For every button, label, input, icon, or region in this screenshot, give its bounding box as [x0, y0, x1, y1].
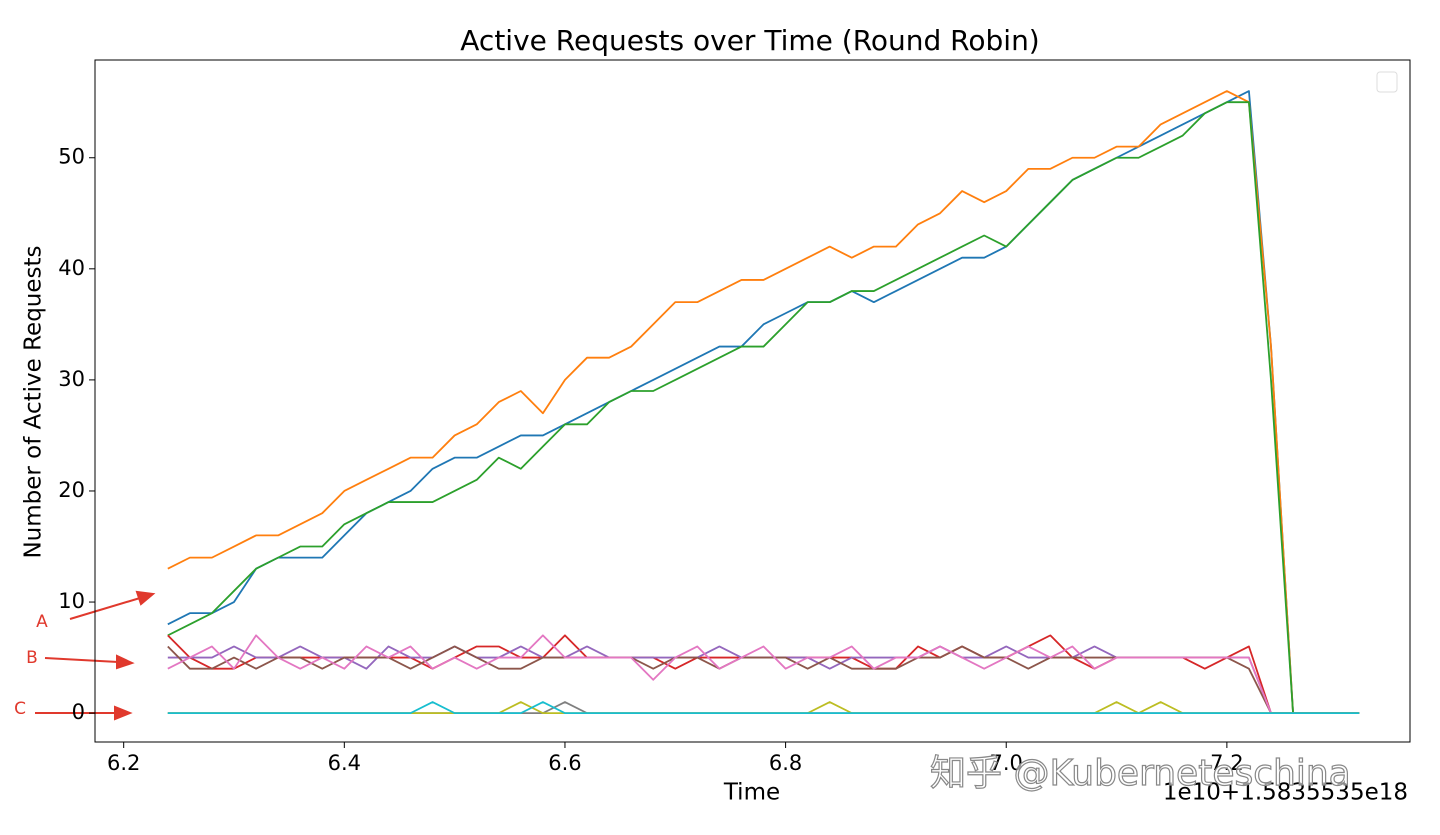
y-tick-label: 10	[58, 589, 85, 613]
x-tick-label: 7.2	[1210, 751, 1243, 775]
arrow	[44, 657, 119, 663]
annotation: B	[26, 648, 38, 668]
x-axis-label: Time	[723, 780, 780, 806]
legend-box	[1376, 71, 1398, 93]
plot-area: 6.2 6.4 6.6 6.8 7.0 7.2 0 10 20 30 40 50	[58, 59, 1411, 775]
watermark: 知乎 @Kuberneteschina	[930, 753, 1351, 794]
series-line	[167, 634, 1360, 715]
y-tick-label: 50	[58, 145, 85, 169]
y-tick-label: 20	[58, 478, 85, 502]
x-tick-label: 6.6	[548, 751, 581, 775]
annotation: C	[14, 699, 26, 719]
arrow-head	[135, 590, 156, 606]
arrow-head	[114, 705, 133, 721]
series-line	[167, 101, 1360, 715]
y-tick-label: 30	[58, 367, 85, 391]
series-line	[167, 701, 1360, 715]
x-tick-label: 6.2	[107, 751, 140, 775]
x-offset-label: 1e10+1.5835535e18	[1163, 780, 1408, 806]
axes-frame	[94, 59, 1411, 743]
series-line	[167, 90, 1360, 715]
annotation: A	[36, 612, 48, 632]
arrow-head	[116, 654, 135, 670]
annotation-arrows	[35, 590, 156, 721]
x-tick-label: 6.4	[328, 751, 361, 775]
y-tick-label: 0	[72, 700, 85, 724]
chart-title: Active Requests over Time (Round Robin)	[460, 24, 1039, 57]
x-tick-label: 6.8	[769, 751, 802, 775]
x-tick-label: 7.0	[990, 751, 1023, 775]
arrow	[69, 597, 141, 620]
y-axis-label: Number of Active Requests	[21, 245, 47, 558]
y-tick-label: 40	[58, 256, 85, 280]
